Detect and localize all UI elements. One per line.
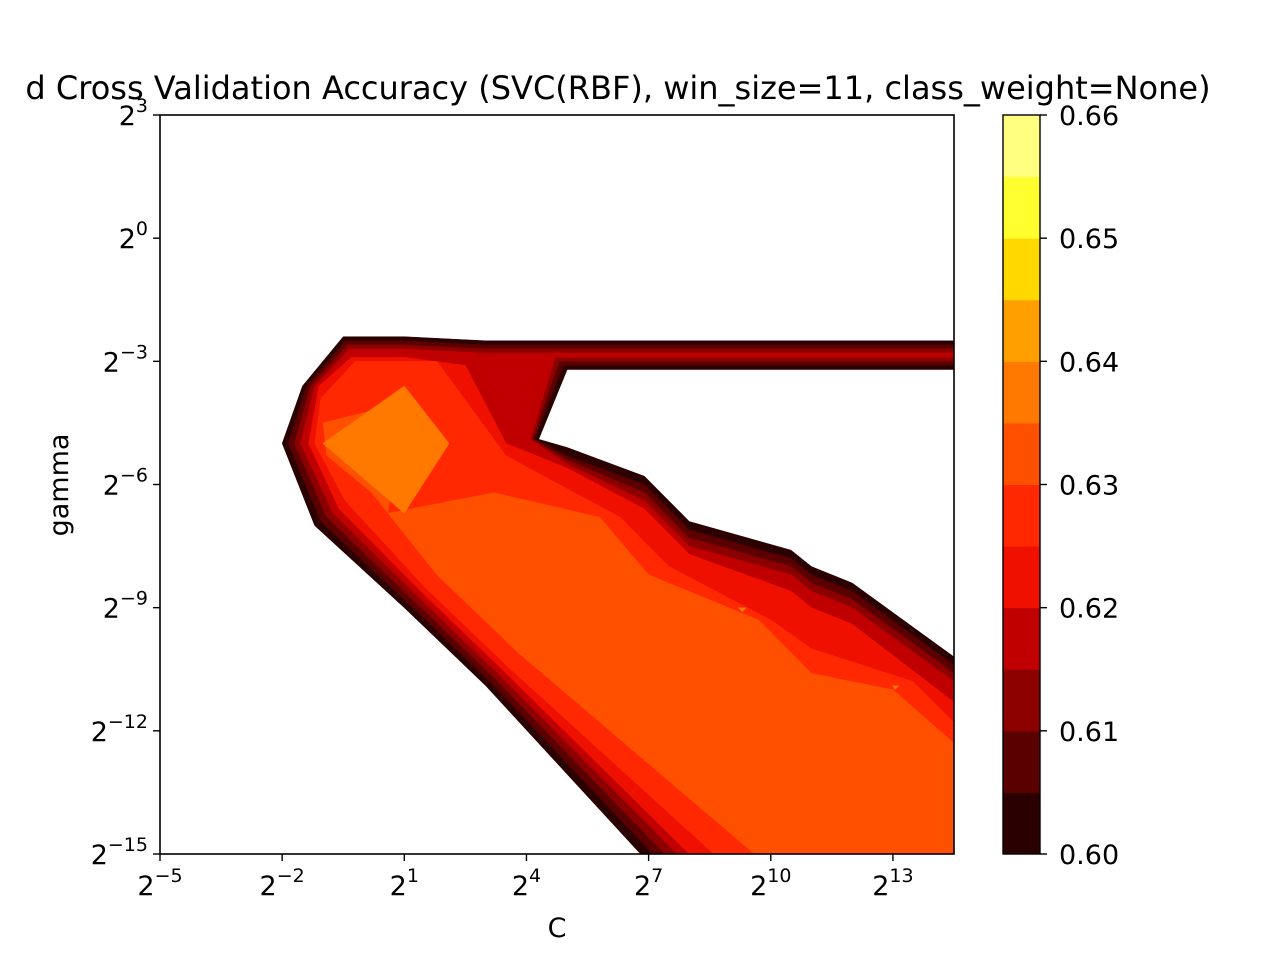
x-tick-label: 2−5: [137, 865, 182, 902]
colorbar-tick-label: 0.64: [1059, 347, 1119, 378]
colorbar: 0.60 0.61 0.62 0.63 0.64 0.65 0.66: [1002, 101, 1119, 871]
colorbar-swatch: [1003, 238, 1040, 301]
y-tick-label: 2−15: [91, 834, 148, 871]
colorbar-tick-label: 0.62: [1059, 594, 1119, 625]
x-tick-label: 21: [390, 865, 419, 902]
y-tick-label: 2−3: [103, 341, 148, 378]
colorbar-swatch: [1003, 176, 1040, 239]
colorbar-tick-label: 0.61: [1059, 717, 1119, 748]
y-tick-label: 2−6: [103, 465, 148, 502]
x-axis: 2−5 2−2 21 24 27 210 213: [137, 854, 914, 902]
colorbar-swatch: [1003, 546, 1040, 609]
y-tick-label: 2−9: [103, 588, 148, 625]
x-tick-label: 27: [634, 865, 663, 902]
colorbar-swatch: [1003, 730, 1040, 793]
x-axis-label: C: [548, 913, 567, 944]
y-tick-label: 20: [119, 218, 148, 255]
colorbar-swatch: [1003, 361, 1040, 424]
y-axis-label: gamma: [44, 434, 75, 537]
colorbar-tick-label: 0.65: [1059, 224, 1119, 255]
colorbar-swatch: [1003, 484, 1040, 547]
colorbar-tick-label: 0.60: [1059, 840, 1119, 871]
colorbar-swatch: [1003, 115, 1040, 178]
y-tick-label: 23: [119, 95, 148, 132]
plot-area: [159, 114, 955, 855]
x-tick-label: 24: [512, 865, 541, 902]
colorbar-swatch: [1003, 299, 1040, 362]
y-axis: 23 20 2−3 2−6 2−9 2−12 2−15: [91, 95, 160, 871]
x-tick-label: 213: [872, 865, 913, 902]
contour-region: [892, 685, 900, 691]
colorbar-tick-label: 0.66: [1059, 101, 1119, 132]
contour-region: [322, 385, 450, 514]
x-tick-label: 210: [750, 865, 791, 902]
colorbar-swatch: [1003, 607, 1040, 670]
colorbar-tick-label: 0.63: [1059, 471, 1119, 502]
contour-region: [737, 607, 747, 613]
x-tick-label: 2−2: [260, 865, 305, 902]
colorbar-swatch: [1003, 792, 1040, 855]
contour-region: [322, 402, 954, 854]
colorbar-swatch: [1003, 669, 1040, 732]
chart-title: d Cross Validation Accuracy (SVC(RBF), w…: [25, 69, 1210, 107]
y-tick-label: 2−12: [91, 711, 148, 748]
colorbar-swatch: [1003, 422, 1040, 485]
